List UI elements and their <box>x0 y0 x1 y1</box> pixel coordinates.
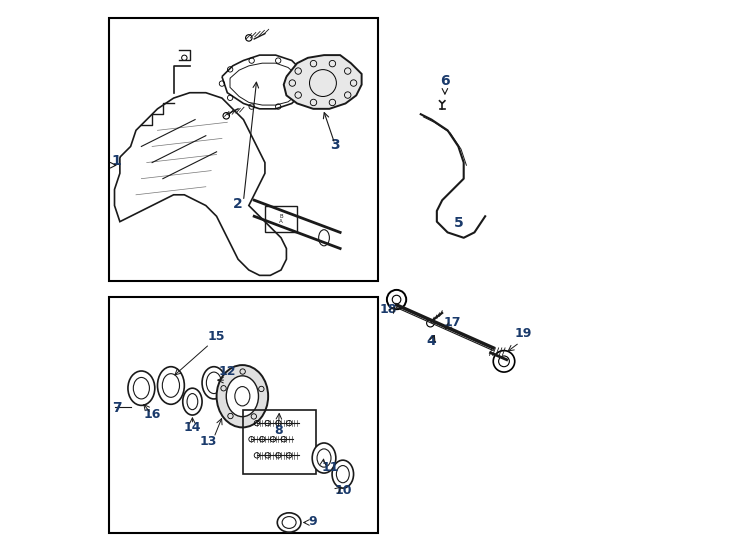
Ellipse shape <box>332 460 354 488</box>
Bar <box>109 297 378 533</box>
Text: 5: 5 <box>454 216 463 230</box>
Text: 12: 12 <box>219 364 236 378</box>
Bar <box>109 17 378 281</box>
PathPatch shape <box>222 55 308 109</box>
Text: 16: 16 <box>143 408 161 421</box>
Text: 19: 19 <box>514 327 531 340</box>
Text: 6: 6 <box>440 73 450 87</box>
Text: 15: 15 <box>208 330 225 343</box>
Ellipse shape <box>277 513 301 532</box>
Text: 11: 11 <box>321 462 339 475</box>
Text: 9: 9 <box>308 515 316 528</box>
Text: 17: 17 <box>443 316 461 329</box>
PathPatch shape <box>115 93 286 275</box>
PathPatch shape <box>284 55 362 109</box>
Text: 7: 7 <box>112 401 121 415</box>
Text: 4: 4 <box>426 334 436 348</box>
Ellipse shape <box>226 376 258 417</box>
Ellipse shape <box>202 367 226 399</box>
Bar <box>265 206 297 232</box>
Text: 1: 1 <box>112 154 122 168</box>
Ellipse shape <box>158 367 184 404</box>
Text: 3: 3 <box>330 138 340 152</box>
Text: B
A: B A <box>279 213 283 224</box>
Ellipse shape <box>217 365 268 427</box>
Text: 10: 10 <box>335 484 352 497</box>
Ellipse shape <box>312 443 336 473</box>
Text: 13: 13 <box>200 435 217 448</box>
Text: 2: 2 <box>233 197 243 211</box>
Text: 8: 8 <box>274 424 283 437</box>
Text: 18: 18 <box>379 303 397 316</box>
Text: 14: 14 <box>184 421 201 434</box>
Ellipse shape <box>183 388 202 415</box>
Bar <box>244 410 316 474</box>
Ellipse shape <box>128 371 155 406</box>
